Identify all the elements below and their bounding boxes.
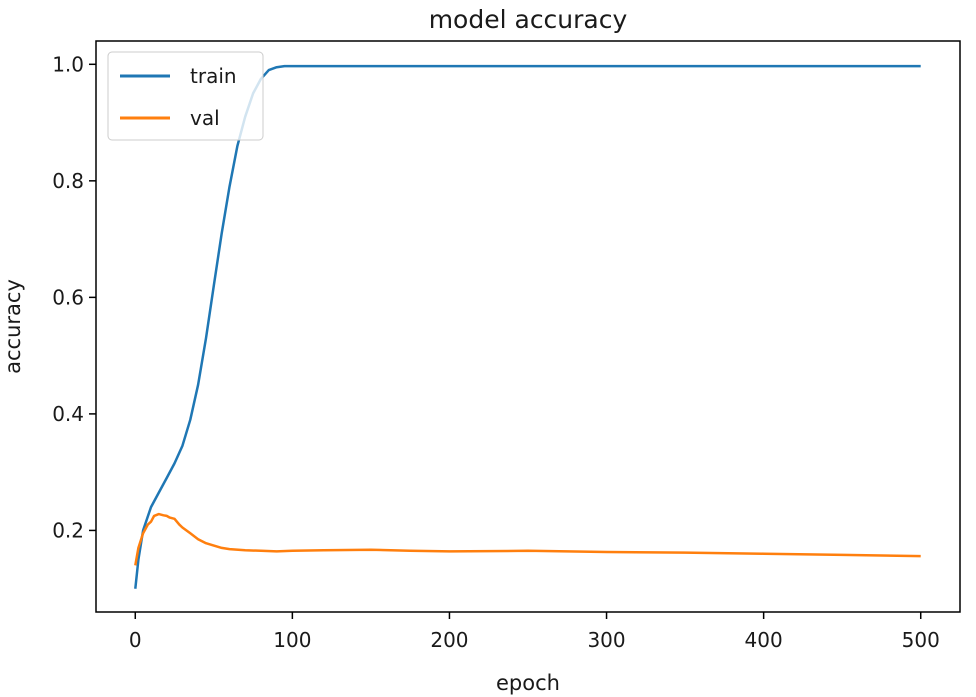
legend-label-val: val <box>190 106 220 130</box>
y-tick-label: 0.2 <box>52 518 84 542</box>
series-line-val <box>134 512 921 566</box>
x-tick-label: 300 <box>587 628 625 652</box>
legend: train val <box>107 51 264 141</box>
x-axis-label: epoch <box>496 671 560 695</box>
x-tick-label: 0 <box>129 628 142 652</box>
legend-label-train: train <box>190 64 237 88</box>
series-line-train <box>134 64 921 589</box>
y-tick-label: 1.0 <box>52 52 84 76</box>
chart-title: model accuracy <box>429 5 628 34</box>
y-tick-label: 0.8 <box>52 169 84 193</box>
x-tick-label: 200 <box>430 628 468 652</box>
x-tick-label: 100 <box>273 628 311 652</box>
x-axis-ticks: 0 100 200 300 400 500 <box>129 612 940 652</box>
y-tick-label: 0.4 <box>52 402 84 426</box>
x-tick-label: 400 <box>745 628 783 652</box>
y-tick-label: 0.6 <box>52 285 84 309</box>
series-lines <box>134 64 921 589</box>
x-tick-label: 500 <box>902 628 940 652</box>
y-axis-label: accuracy <box>1 279 25 374</box>
plot-frame <box>95 40 961 613</box>
legend-box <box>107 51 264 141</box>
y-axis-ticks: 0.2 0.4 0.6 0.8 1.0 <box>52 52 96 542</box>
